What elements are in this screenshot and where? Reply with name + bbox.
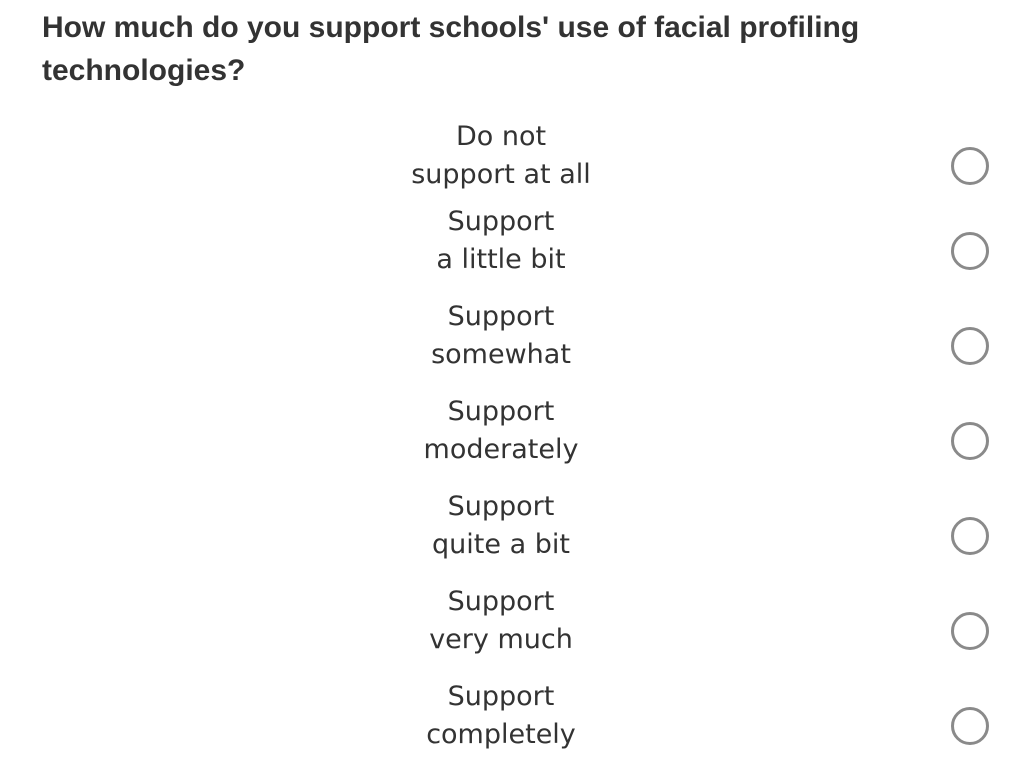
option-support-somewhat[interactable]: Support somewhat <box>0 298 1015 386</box>
radio-button[interactable] <box>951 147 989 185</box>
option-label-line1: Support <box>447 301 555 332</box>
question-title: How much do you support schools' use of … <box>42 11 860 87</box>
option-label-line1: Support <box>447 586 555 617</box>
option-label-line2: moderately <box>423 434 579 465</box>
option-support-quite-a-bit[interactable]: Support quite a bit <box>0 488 1015 576</box>
radio-button[interactable] <box>951 422 989 460</box>
option-label-line1: Support <box>447 396 555 427</box>
option-label: Do not support at all <box>360 118 642 194</box>
radio-button[interactable] <box>951 517 989 555</box>
option-label-line2: somewhat <box>431 339 571 370</box>
option-label-line2: a little bit <box>436 244 566 275</box>
radio-button[interactable] <box>951 612 989 650</box>
option-label: Support a little bit <box>360 203 642 279</box>
option-label-line1: Do not <box>455 121 547 152</box>
option-label: Support moderately <box>360 393 642 469</box>
option-label: Support very much <box>360 583 642 659</box>
option-label-line2: very much <box>429 624 573 655</box>
option-label-line2: support at all <box>411 159 591 190</box>
option-label-line1: Support <box>447 491 555 522</box>
option-support-moderately[interactable]: Support moderately <box>0 393 1015 481</box>
radio-button[interactable] <box>951 327 989 365</box>
radio-button[interactable] <box>951 707 989 745</box>
option-label-line2: quite a bit <box>432 529 570 560</box>
option-support-a-little-bit[interactable]: Support a little bit <box>0 203 1015 291</box>
option-do-not-support-at-all[interactable]: Do not support at all <box>0 118 1015 206</box>
option-label-line1: Support <box>447 206 555 237</box>
option-label-line2: completely <box>426 719 576 750</box>
radio-button[interactable] <box>951 232 989 270</box>
option-label: Support somewhat <box>360 298 642 374</box>
option-label-line1: Support <box>447 681 555 712</box>
option-label: Support completely <box>360 678 642 754</box>
option-support-completely[interactable]: Support completely <box>0 678 1015 765</box>
option-label: Support quite a bit <box>360 488 642 564</box>
option-support-very-much[interactable]: Support very much <box>0 583 1015 671</box>
